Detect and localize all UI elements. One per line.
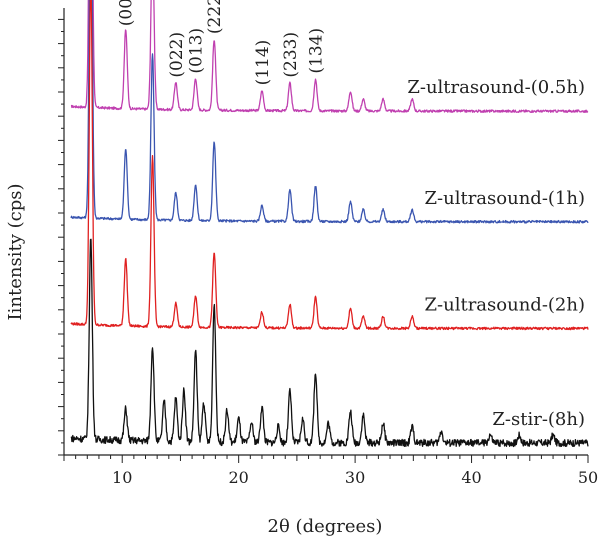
x-tick-label: 10 <box>112 468 132 487</box>
peak-annotation: (114) <box>253 40 273 86</box>
peak-annotation: (134) <box>307 28 327 74</box>
peak-annotation: (222) <box>205 0 225 34</box>
peak-annotations: (011)(002)(112)(022)(013)(222)(114)(233)… <box>117 0 327 86</box>
x-tick-label: 50 <box>578 468 598 487</box>
x-tick-label: 30 <box>345 468 365 487</box>
peak-annotation: (002) <box>117 0 137 26</box>
peak-annotation: (013) <box>187 28 207 74</box>
traces: Z-ultrasound-(0.5h) Z-ultrasound-(1h) Z-ul… <box>70 0 589 448</box>
x-tick-label: 20 <box>228 468 248 487</box>
series-label: Z-stir-(8h) <box>492 409 585 430</box>
series-label: Z-ultrasound-(1h) <box>425 188 585 209</box>
series-line <box>70 0 589 331</box>
peak-annotation: (233) <box>281 32 301 78</box>
x-axis-title: 2θ (degrees) <box>268 516 383 537</box>
series-label: Z-ultrasound-(2h) <box>425 294 585 315</box>
series-line <box>70 0 589 224</box>
axes: 10 20 30 40 50 <box>58 8 598 487</box>
series-label: Z-ultrasound-(0.5h) <box>407 77 585 98</box>
x-tick-label: 40 <box>461 468 481 487</box>
series-line <box>70 0 589 113</box>
peak-annotation: (022) <box>167 32 187 78</box>
y-axis-title: Iintensity (cps) <box>5 184 26 321</box>
series-line <box>70 238 589 448</box>
